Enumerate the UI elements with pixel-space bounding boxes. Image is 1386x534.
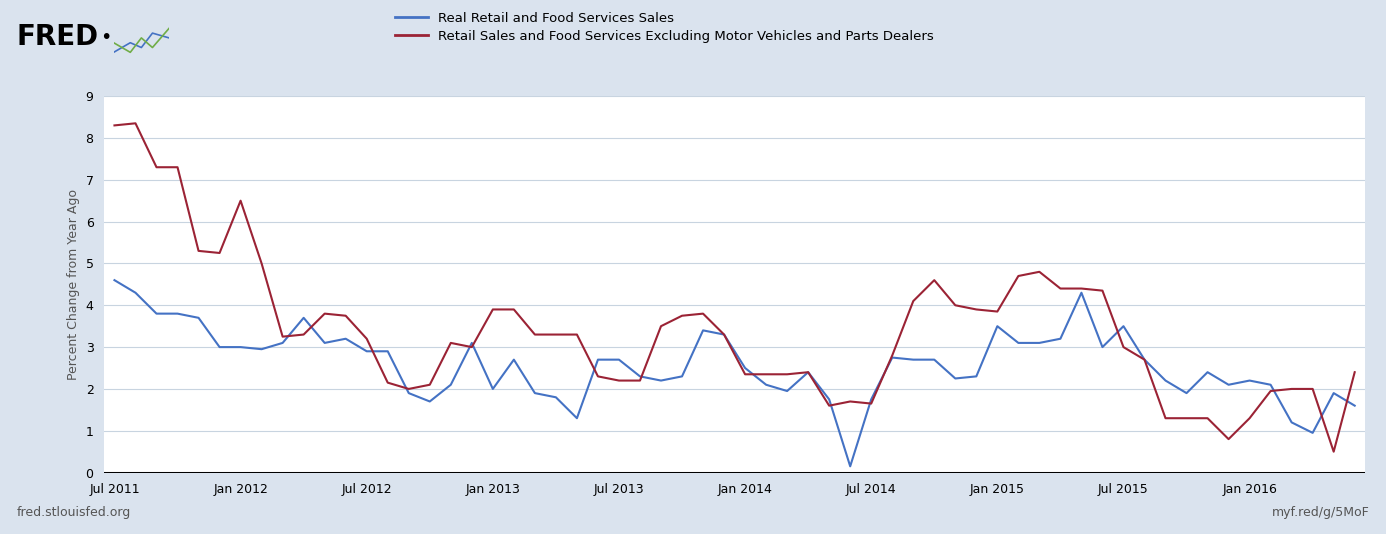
Text: FRED: FRED	[17, 23, 98, 51]
Text: •: •	[100, 28, 111, 47]
Legend: Real Retail and Food Services Sales, Retail Sales and Food Services Excluding Mo: Real Retail and Food Services Sales, Ret…	[395, 12, 934, 43]
Y-axis label: Percent Change from Year Ago: Percent Change from Year Ago	[67, 189, 80, 380]
Text: myf.red/g/5MoF: myf.red/g/5MoF	[1271, 506, 1369, 519]
Text: fred.stlouisfed.org: fred.stlouisfed.org	[17, 506, 130, 519]
